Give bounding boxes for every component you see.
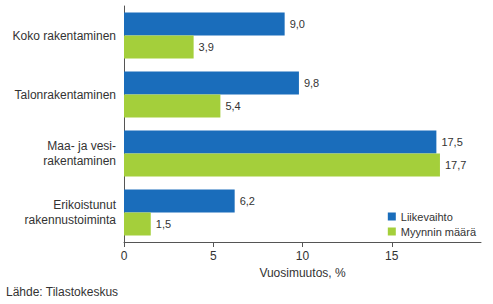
svg-text:15: 15 — [385, 249, 399, 263]
svg-text:Vuosimuutos, %: Vuosimuutos, % — [259, 266, 346, 280]
svg-text:Erikoistunut: Erikoistunut — [53, 198, 116, 212]
svg-text:Myynnin määrä: Myynnin määrä — [401, 226, 477, 238]
svg-text:Talonrakentaminen: Talonrakentaminen — [15, 88, 116, 102]
svg-text:rakentaminen: rakentaminen — [43, 154, 116, 168]
svg-text:1,5: 1,5 — [156, 218, 171, 230]
svg-text:rakennustoiminta: rakennustoiminta — [25, 213, 117, 227]
svg-text:6,2: 6,2 — [240, 195, 255, 207]
svg-text:Lähde: Tilastokeskus: Lähde: Tilastokeskus — [6, 285, 118, 299]
svg-text:17,5: 17,5 — [441, 136, 462, 148]
svg-text:3,9: 3,9 — [199, 41, 214, 53]
svg-text:10: 10 — [296, 249, 310, 263]
svg-text:17,7: 17,7 — [445, 159, 466, 171]
svg-text:0: 0 — [121, 249, 128, 263]
svg-text:Liikevaihto: Liikevaihto — [401, 211, 453, 223]
svg-text:9,0: 9,0 — [290, 18, 305, 30]
svg-text:9,8: 9,8 — [304, 77, 319, 89]
svg-text:5: 5 — [210, 249, 217, 263]
svg-text:Koko rakentaminen: Koko rakentaminen — [13, 29, 116, 43]
svg-text:5,4: 5,4 — [225, 100, 240, 112]
svg-text:Maa- ja vesi-: Maa- ja vesi- — [47, 139, 116, 153]
